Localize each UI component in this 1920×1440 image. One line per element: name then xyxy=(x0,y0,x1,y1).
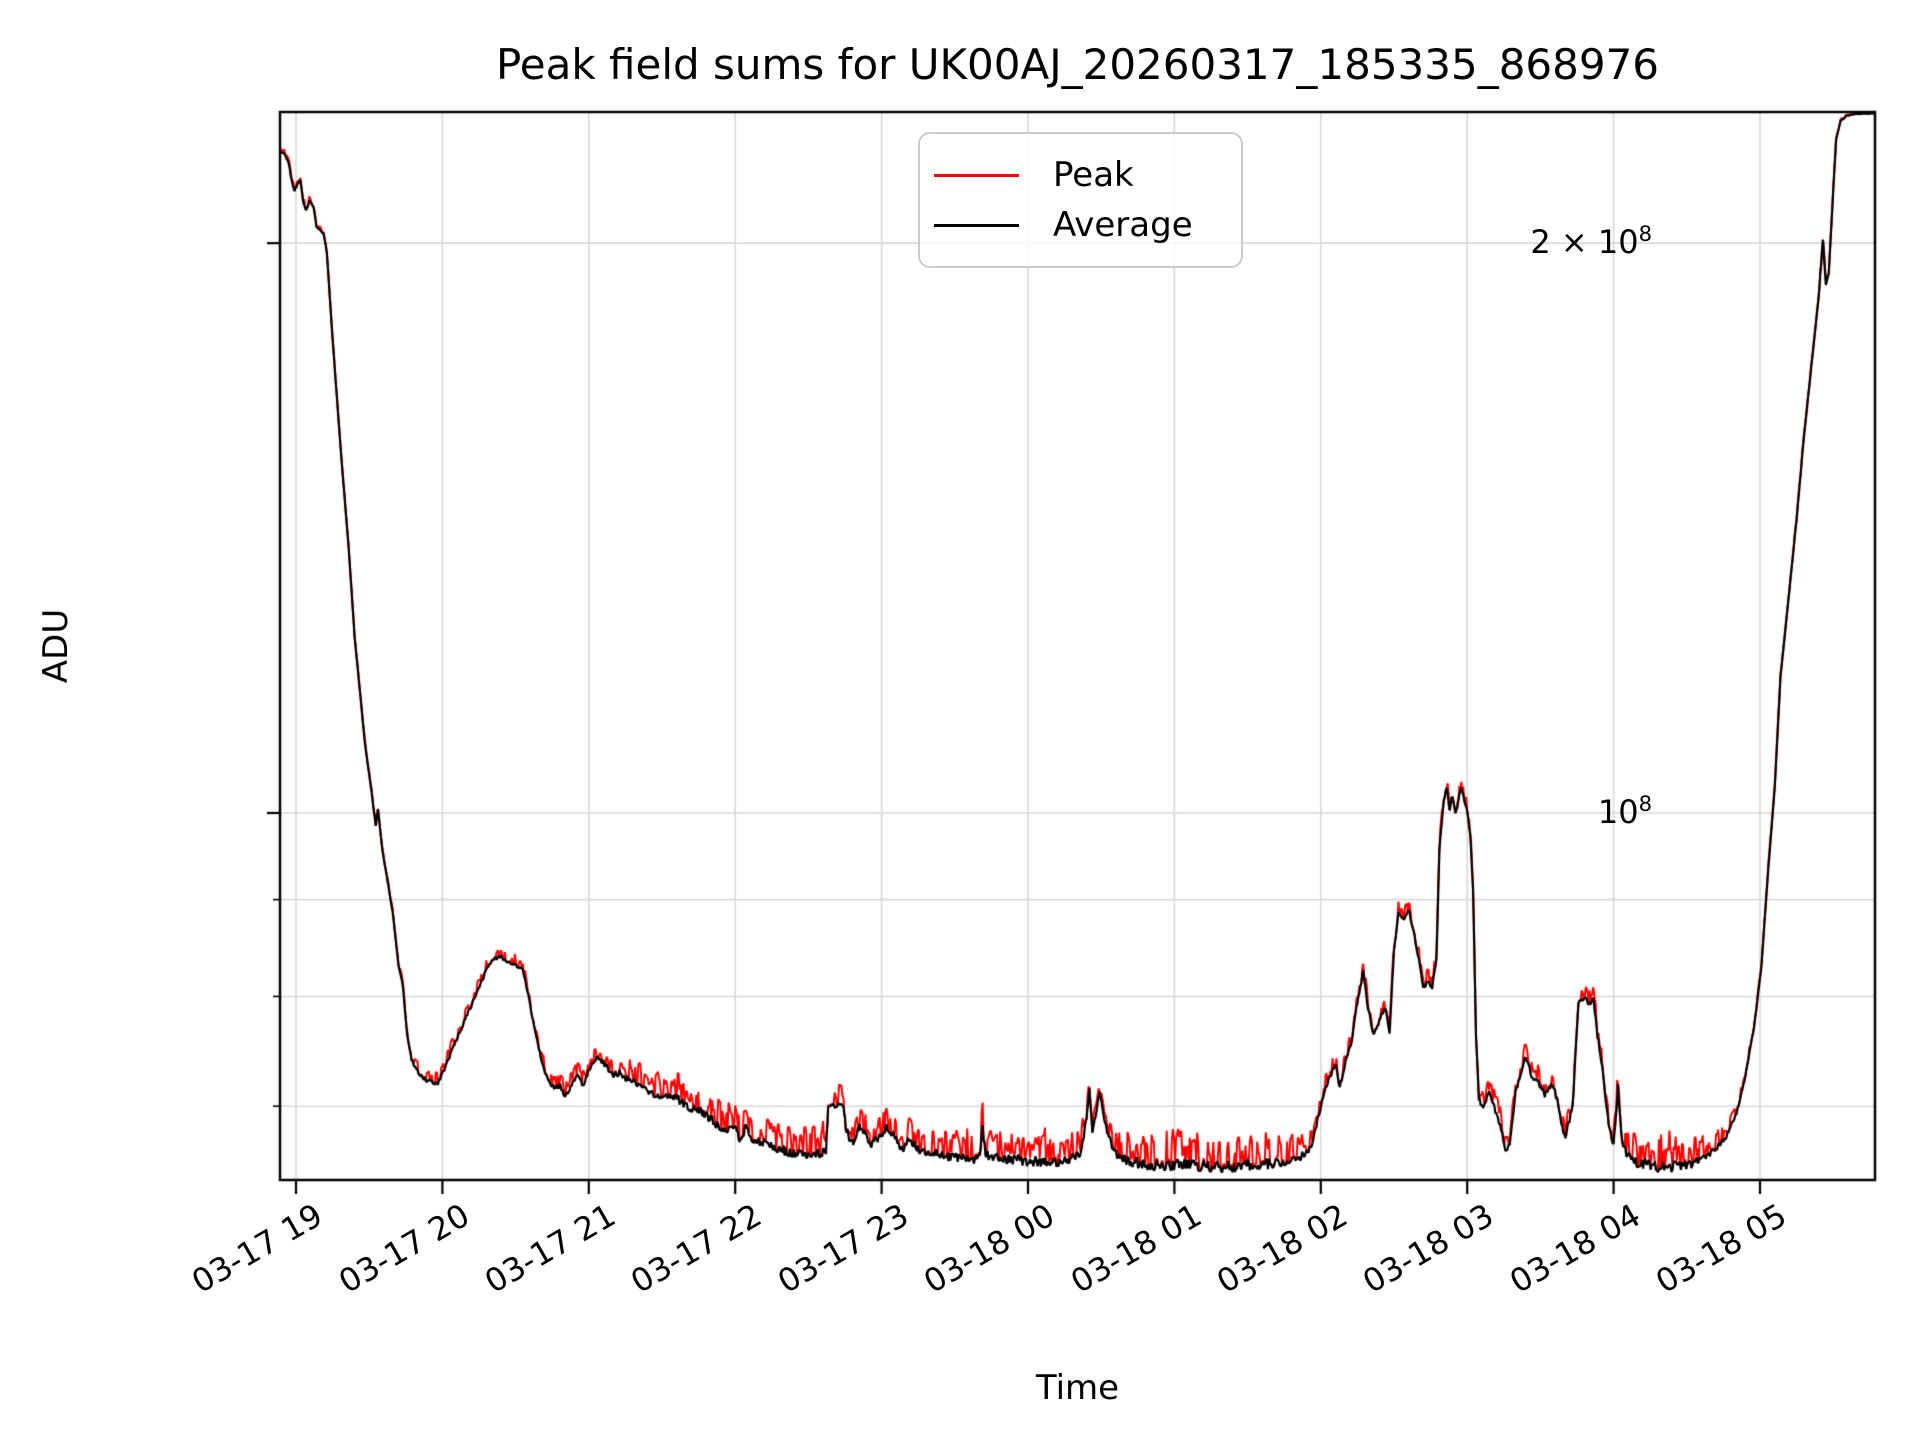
average-line-swatch xyxy=(934,223,1019,227)
x-axis-label: Time xyxy=(1035,1368,1120,1408)
chart-title: Peak field sums for UK00AJ_20260317_1853… xyxy=(495,40,1660,89)
legend-item-average: Average xyxy=(934,208,1241,242)
legend-label-average: Average xyxy=(1053,205,1193,245)
y-tick-label: 108 xyxy=(1597,791,1652,831)
legend: Peak Average xyxy=(918,132,1243,268)
y-axis-label: ADU xyxy=(36,608,76,684)
legend-item-peak: Peak xyxy=(934,158,1241,192)
legend-label-peak: Peak xyxy=(1053,155,1134,195)
peak-line-swatch xyxy=(934,173,1019,177)
y-tick-label: 2 × 108 xyxy=(1530,221,1652,261)
